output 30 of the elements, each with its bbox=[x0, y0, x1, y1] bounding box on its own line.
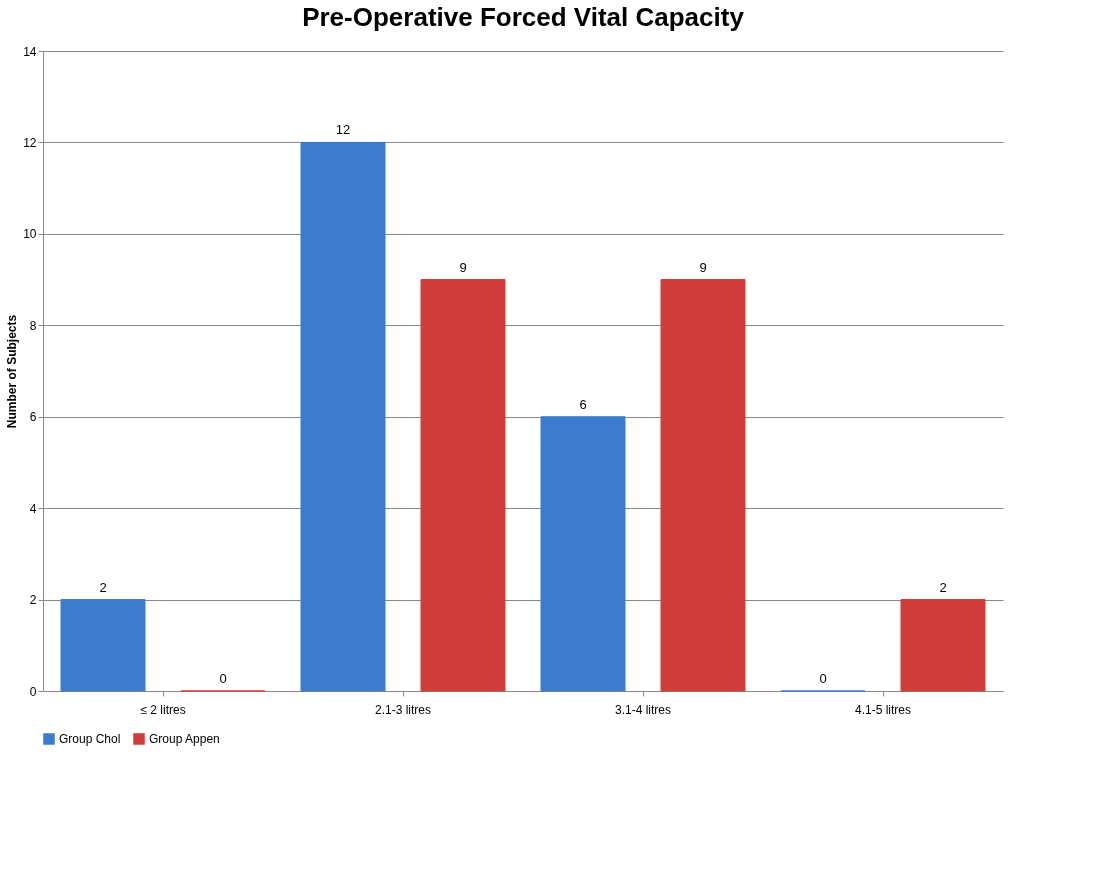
bar bbox=[60, 599, 146, 692]
legend-label: Group Appen bbox=[149, 732, 220, 746]
data-label: 0 bbox=[219, 671, 227, 686]
y-tick-label: 4 bbox=[29, 501, 37, 516]
x-tick-label: ≤ 2 litres bbox=[140, 702, 186, 717]
x-tick-label: 2.1-3 litres bbox=[374, 702, 432, 717]
data-label: 9 bbox=[699, 259, 707, 275]
bar bbox=[900, 599, 986, 692]
data-label: 2 bbox=[939, 579, 947, 595]
bar bbox=[420, 279, 506, 692]
y-tick-label: 2 bbox=[29, 593, 37, 608]
x-tick-label: 4.1-5 litres bbox=[854, 702, 912, 717]
y-tick-label: 10 bbox=[23, 227, 37, 242]
y-tick-label: 8 bbox=[29, 318, 37, 333]
legend-label: Group Chol bbox=[59, 732, 121, 746]
x-tick-label: 3.1-4 litres bbox=[614, 702, 672, 717]
y-tick-label: 14 bbox=[23, 44, 37, 59]
y-tick-label: 6 bbox=[29, 410, 37, 425]
y-tick-label: 0 bbox=[29, 684, 37, 699]
data-label: 2 bbox=[99, 579, 107, 595]
data-label: 9 bbox=[459, 259, 467, 275]
y-axis-title: Number of Subjects bbox=[5, 314, 20, 429]
bar bbox=[540, 416, 626, 692]
chart-title: Pre-Operative Forced Vital Capacity bbox=[302, 2, 745, 32]
bar bbox=[300, 141, 386, 692]
data-label: 6 bbox=[579, 396, 587, 412]
data-label: 0 bbox=[819, 671, 827, 686]
data-label: 12 bbox=[335, 122, 351, 138]
bar bbox=[660, 279, 746, 692]
y-tick-label: 12 bbox=[23, 135, 37, 150]
